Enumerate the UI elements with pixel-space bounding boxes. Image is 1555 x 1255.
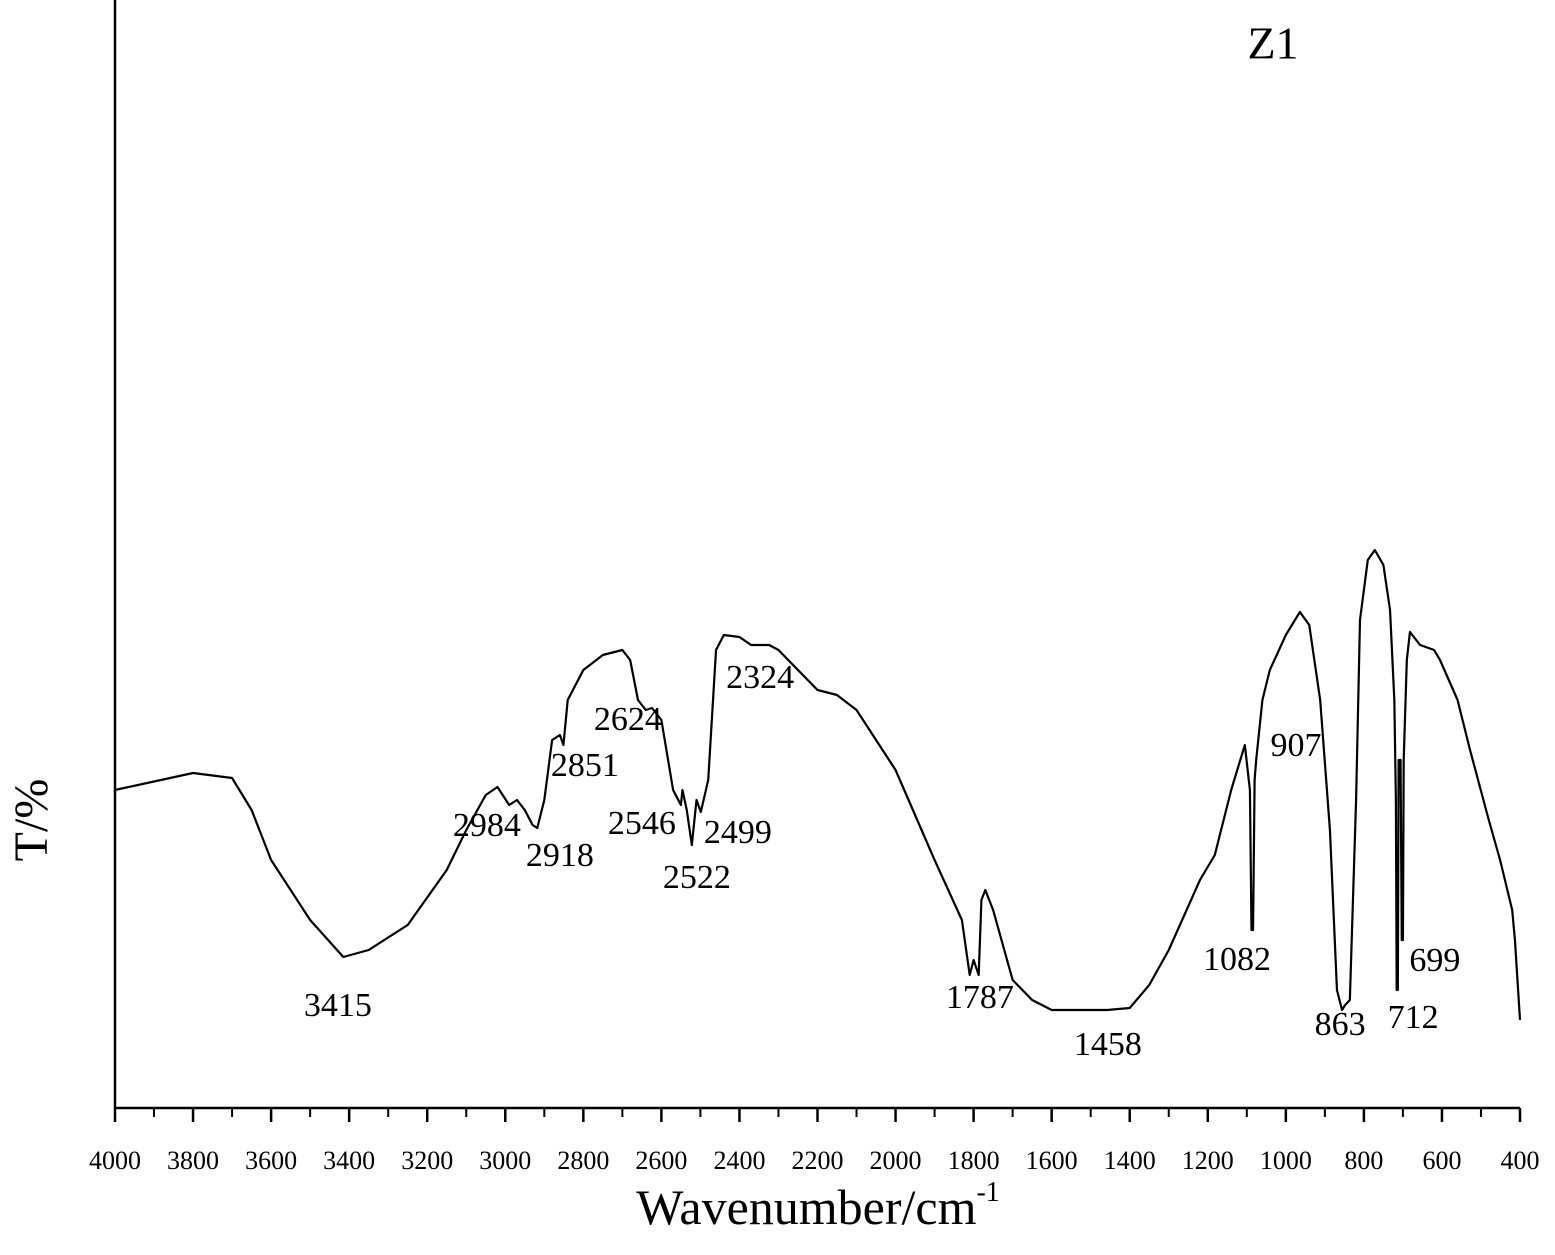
- x-tick-label: 3600: [245, 1146, 297, 1175]
- spectrum-line: [114, 548, 1522, 1021]
- x-axis-label: Wavenumber/cm-1: [636, 1177, 1000, 1235]
- peak-label: 3415: [304, 987, 372, 1024]
- peak-label: 1082: [1203, 941, 1271, 978]
- x-tick-label: 600: [1422, 1146, 1461, 1175]
- x-axis-label-superscript: -1: [976, 1177, 999, 1208]
- peak-label: 2984: [453, 807, 521, 844]
- x-tick-label: 2000: [870, 1146, 922, 1175]
- peak-label: 1787: [946, 979, 1014, 1016]
- x-tick-label: 3800: [167, 1146, 219, 1175]
- peak-label: 2918: [526, 837, 594, 874]
- x-tick-label: 1600: [1026, 1146, 1078, 1175]
- peak-label: 2546: [608, 805, 676, 842]
- x-tick-label: 400: [1501, 1146, 1540, 1175]
- x-tick-label: 3400: [323, 1146, 375, 1175]
- chart-title: Z1: [1247, 18, 1298, 69]
- peak-label: 2499: [704, 814, 772, 851]
- x-tick-label: 4000: [89, 1146, 141, 1175]
- x-tick-label: 1400: [1104, 1146, 1156, 1175]
- x-tick-label: 3200: [401, 1146, 453, 1175]
- peak-label: 2324: [726, 659, 794, 696]
- peak-label: 1458: [1074, 1026, 1142, 1063]
- x-tick-label: 800: [1344, 1146, 1383, 1175]
- peak-label: 2851: [551, 747, 619, 784]
- x-tick-label: 2800: [557, 1146, 609, 1175]
- x-tick-label: 3000: [479, 1146, 531, 1175]
- peak-label: 2522: [663, 859, 731, 896]
- x-tick-label: 2400: [713, 1146, 765, 1175]
- x-axis-label-main: Wavenumber/cm: [636, 1179, 976, 1235]
- peak-label: 907: [1270, 727, 1321, 764]
- peak-label: 699: [1409, 942, 1460, 979]
- x-tick-label: 1800: [948, 1146, 1000, 1175]
- y-axis-label: T/%: [5, 779, 58, 862]
- peak-label: 2624: [594, 701, 662, 738]
- x-tick-label: 2600: [635, 1146, 687, 1175]
- x-tick-label: 1000: [1260, 1146, 1312, 1175]
- peak-label: 863: [1315, 1006, 1366, 1043]
- peak-label: 712: [1388, 999, 1439, 1036]
- x-tick-label: 2200: [792, 1146, 844, 1175]
- x-tick-label: 1200: [1182, 1146, 1234, 1175]
